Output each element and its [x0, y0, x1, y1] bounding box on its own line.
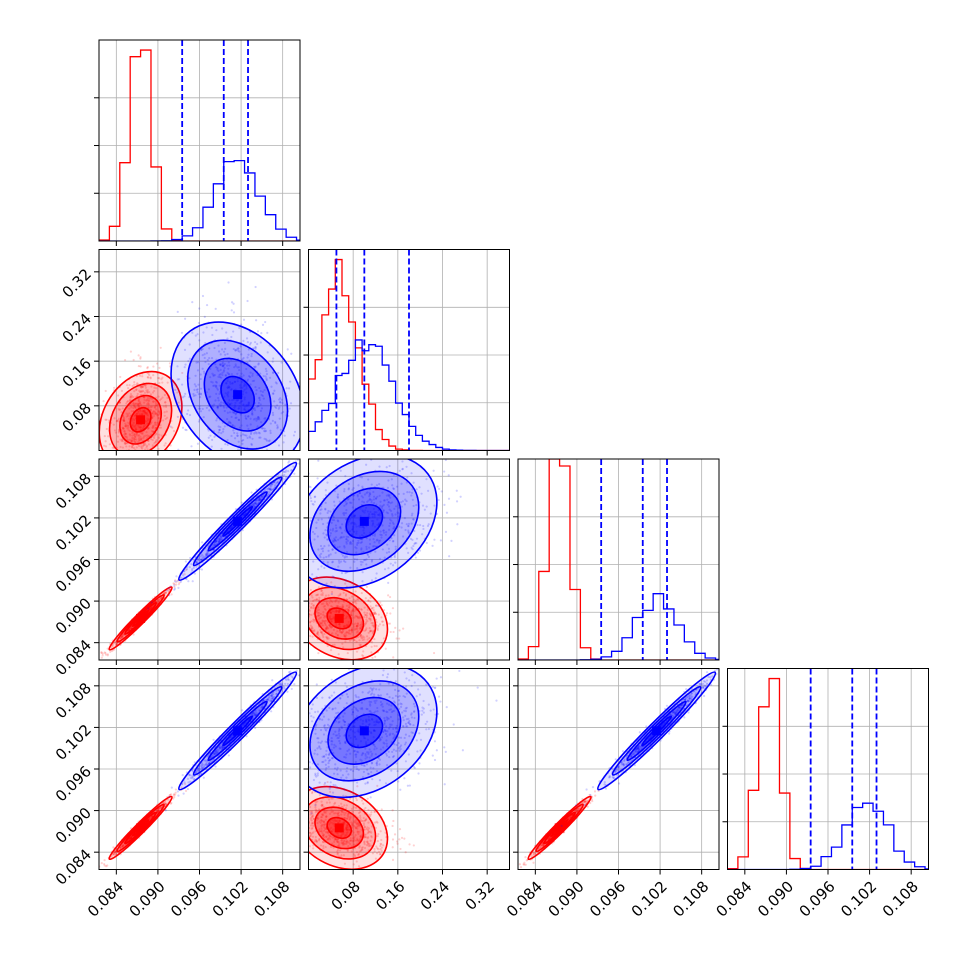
y-tick-label: 0.24 [59, 310, 95, 346]
density-peak [136, 823, 146, 833]
density-peak [359, 516, 369, 526]
y-tick-label: 0.32 [59, 265, 95, 301]
scatter-panel-1-3: 0.08 0.16 0.24 0.32 [303, 668, 510, 914]
density-peak [334, 823, 344, 833]
y-tick-label: 0.096 [52, 762, 95, 805]
x-tick-label: 0.32 [462, 878, 498, 914]
x-tick-label: 0.090 [126, 878, 169, 921]
y-tick-label: 0.090 [52, 804, 95, 847]
density-peak [233, 726, 243, 736]
density-peak [233, 390, 243, 400]
histogram-series-1 [727, 802, 929, 870]
y-tick-label: 0.096 [52, 553, 95, 596]
density-peak [136, 613, 146, 623]
x-tick-label: 0.096 [167, 878, 210, 921]
y-tick-label: 0.108 [52, 679, 95, 722]
y-tick-label: 0.084 [52, 845, 95, 888]
density-peak [555, 823, 565, 833]
density-peak [233, 516, 243, 526]
histogram-series-1 [99, 159, 300, 241]
histogram-series-0 [308, 258, 510, 451]
scatter-panel-1-2 [303, 458, 510, 665]
density-peak [652, 726, 662, 736]
scatter-points [308, 668, 498, 815]
hist-panel-0 [94, 39, 301, 246]
y-tick-label: 0.090 [52, 594, 95, 637]
x-tick-label: 0.096 [796, 878, 839, 921]
y-tick-label: 0.08 [59, 399, 95, 435]
x-tick-label: 0.102 [209, 878, 252, 921]
scatter-panel-0-3: 0.0840.0900.0960.1020.1080.0840.0900.096… [52, 668, 301, 921]
panel-frame [308, 249, 510, 451]
x-tick-label: 0.108 [250, 878, 293, 921]
hist-panel-1 [303, 249, 510, 456]
x-tick-label: 0.102 [628, 878, 671, 921]
x-tick-label: 0.24 [417, 878, 453, 914]
x-tick-label: 0.108 [879, 878, 922, 921]
x-tick-label: 0.090 [754, 878, 797, 921]
y-tick-label: 0.16 [59, 354, 95, 390]
scatter-panel-0-1: 0.08 0.16 0.24 0.32 [59, 249, 301, 456]
x-tick-label: 0.084 [712, 878, 755, 921]
density-peak [136, 415, 146, 425]
y-tick-label: 0.102 [52, 511, 95, 554]
histogram-series-1 [518, 593, 719, 660]
x-tick-label: 0.090 [545, 878, 588, 921]
density-peak [359, 726, 369, 736]
x-tick-label: 0.08 [328, 878, 364, 914]
density-peak [334, 613, 344, 623]
x-tick-label: 0.102 [837, 878, 880, 921]
x-tick-label: 0.16 [372, 878, 408, 914]
y-tick-label: 0.084 [52, 636, 95, 679]
x-tick-label: 0.096 [586, 878, 629, 921]
x-tick-label: 0.084 [84, 878, 127, 921]
x-tick-label: 0.108 [669, 878, 712, 921]
y-tick-label: 0.108 [52, 470, 95, 513]
hist-panel-2 [513, 458, 720, 665]
x-tick-label: 0.084 [503, 878, 546, 921]
histogram-series-0 [518, 459, 719, 660]
y-tick-label: 0.102 [52, 721, 95, 764]
